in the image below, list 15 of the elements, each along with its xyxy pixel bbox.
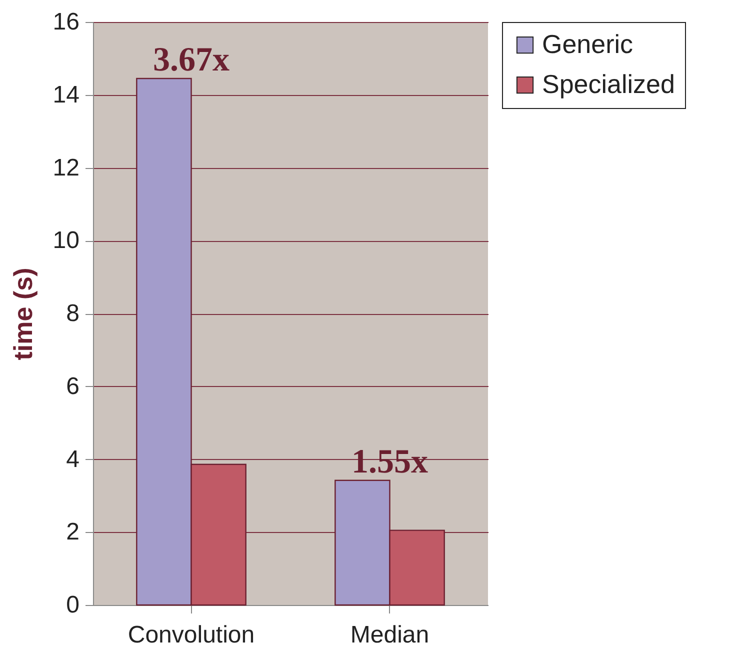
y-tick-label: 8: [66, 300, 80, 327]
y-tick-label: 2: [66, 518, 80, 546]
y-tick-label: 14: [52, 81, 80, 108]
legend-label: Generic: [542, 29, 634, 59]
y-tick-label: 6: [66, 372, 80, 400]
y-tick-label: 12: [52, 154, 80, 182]
x-tick-label: Median: [350, 622, 430, 648]
y-axis-title: time (s): [8, 268, 38, 360]
legend-label: Specialized: [542, 69, 675, 99]
x-tick-label: Convolution: [128, 622, 255, 648]
y-tick-label: 4: [66, 446, 80, 473]
annotation: 3.67x: [153, 41, 230, 78]
y-tick-label: 10: [52, 227, 80, 254]
y-tick-label: 16: [52, 8, 80, 36]
y-tick-label: 0: [66, 592, 80, 618]
